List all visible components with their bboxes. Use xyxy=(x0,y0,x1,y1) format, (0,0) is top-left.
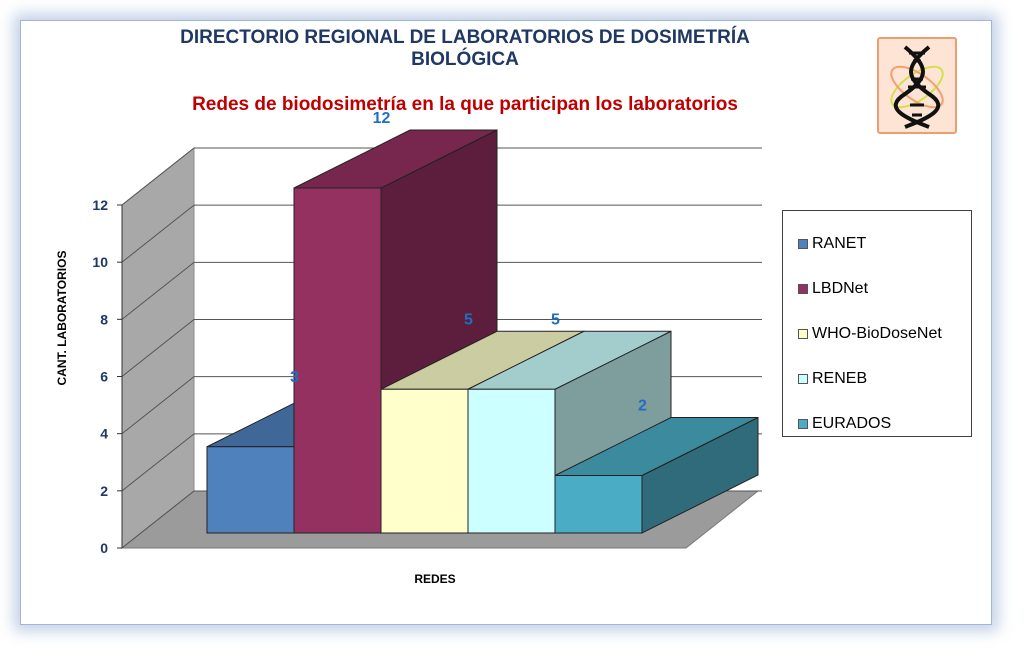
legend-item: RANET xyxy=(783,221,971,266)
legend-swatch xyxy=(798,238,808,249)
chart-title: DIRECTORIO REGIONAL DE LABORATORIOS DE D… xyxy=(0,27,930,71)
title-line-1: DIRECTORIO REGIONAL DE LABORATORIOS DE D… xyxy=(180,27,750,48)
legend-swatch xyxy=(798,283,808,294)
legend-swatch xyxy=(798,328,808,339)
legend-label: EURADOS xyxy=(812,414,892,432)
legend-swatch xyxy=(798,373,808,384)
chart-legend: RANET LBDNet WHO-BioDoseNet RENEB EURADOS xyxy=(782,210,972,437)
title-line-2: BIOLÓGICA xyxy=(411,49,519,70)
x-axis-label: REDES xyxy=(414,572,456,586)
legend-item: EURADOS xyxy=(783,401,971,446)
legend-swatch xyxy=(798,418,808,429)
legend-item: RENEB xyxy=(783,356,971,401)
chart-subtitle: Redes de biodosimetría en la que partici… xyxy=(192,94,738,115)
legend-label: WHO-BioDoseNet xyxy=(812,324,942,342)
legend-label: LBDNet xyxy=(812,279,869,297)
legend-label: RENEB xyxy=(812,369,868,387)
legend-item: WHO-BioDoseNet xyxy=(783,311,971,356)
y-axis-label: CANT. LABORATORIOS xyxy=(55,250,69,386)
dna-helix-icon xyxy=(877,37,957,134)
legend-label: RANET xyxy=(812,234,867,252)
legend-item: LBDNet xyxy=(783,266,971,311)
